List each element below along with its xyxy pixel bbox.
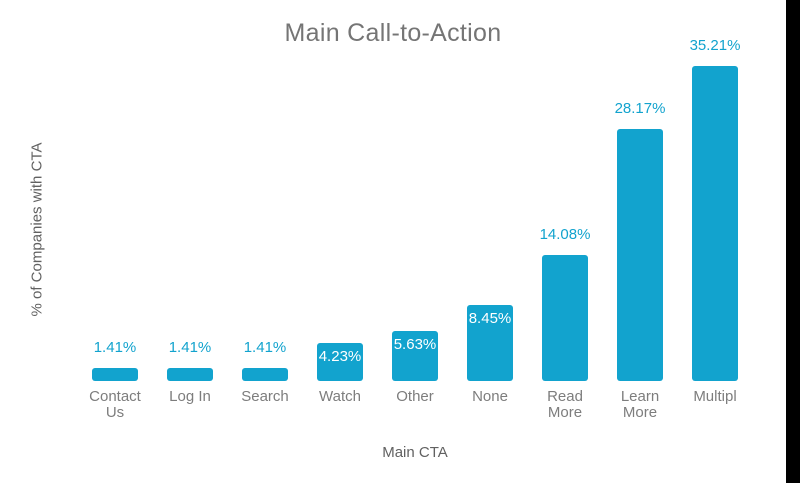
value-label-multipl: 35.21% <box>689 37 741 54</box>
x-tick-multipl: Multipl <box>693 388 737 405</box>
value-label-search: 1.41% <box>243 339 287 356</box>
value-label-log-in: 1.41% <box>168 339 212 356</box>
x-tick-watch: Watch <box>319 388 361 405</box>
chart-title: Main Call-to-Action <box>284 19 502 47</box>
value-label-other: 5.63% <box>393 336 437 353</box>
bar-learn-more[interactable] <box>617 129 663 381</box>
x-tick-contact-us: Contact Us <box>89 388 141 421</box>
bar-read-more[interactable] <box>542 255 588 381</box>
bar-watch[interactable] <box>317 343 363 381</box>
value-label-learn-more: 28.17% <box>614 100 666 117</box>
value-label-read-more: 14.08% <box>539 226 591 243</box>
x-tick-other: Other <box>396 388 434 405</box>
x-axis-label: Main CTA <box>382 444 448 461</box>
x-tick-none: None <box>472 388 508 405</box>
value-label-none: 8.45% <box>468 310 512 327</box>
value-label-contact-us: 1.41% <box>93 339 137 356</box>
bar-log-in[interactable] <box>167 368 213 381</box>
x-tick-read-more: Read More <box>547 388 583 421</box>
bar-none[interactable] <box>467 305 513 381</box>
bar-contact-us[interactable] <box>92 368 138 381</box>
screen-edge-black-strip <box>786 0 800 483</box>
x-tick-learn-more: Learn More <box>620 388 660 421</box>
x-tick-log-in: Log In <box>169 388 211 405</box>
bar-other[interactable] <box>392 331 438 381</box>
bar-search[interactable] <box>242 368 288 381</box>
bar-multipl[interactable] <box>692 66 738 381</box>
value-label-watch: 4.23% <box>318 348 362 365</box>
x-tick-search: Search <box>241 388 289 405</box>
